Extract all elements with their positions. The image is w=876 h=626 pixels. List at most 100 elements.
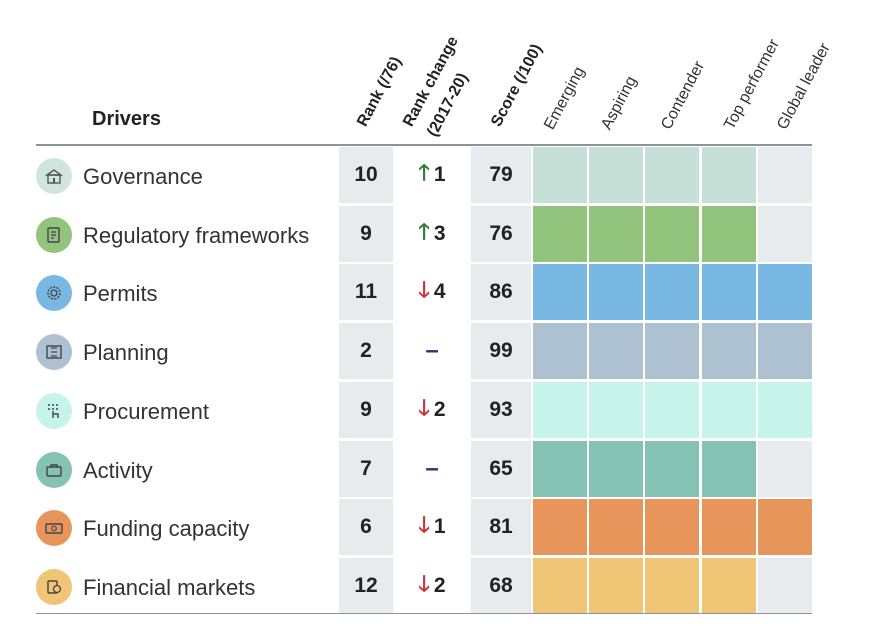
table-row: Financial markets 12 🡓 2 68 [36,557,812,616]
driver-label: Governance [83,164,203,189]
driver-label: Permits [83,281,158,307]
arrow-down-icon: 🡓 [418,512,430,538]
rank-value: 12 [339,557,393,614]
document-icon [36,216,72,253]
stage-cell-filled [701,499,756,556]
score-value: 81 [471,499,531,556]
rank-change: – [397,441,467,497]
score-value: 79 [471,147,531,203]
stage-cell-filled [757,381,812,438]
table-row: Permits 11 🡓 4 86 [36,264,812,322]
column-header-drivers: Drivers [92,108,161,130]
stage-cell-filled [533,557,587,614]
stage-cell-empty [757,440,812,497]
arrow-up-icon: 🡑 [418,160,430,185]
rank-change-value: 1 [433,163,446,186]
stage-cell-filled [645,264,700,321]
rank-change-value: 3 [433,221,446,245]
briefcase-icon [36,451,72,488]
stage-cell-filled [701,557,756,614]
stage-cell-filled [645,323,700,380]
rank-change: 🡓 1 [397,499,467,555]
stage-cell-filled [589,381,644,438]
stage-cell-empty [757,147,812,203]
table-row: Procurement 9 🡓 2 93 [36,381,812,440]
rank-change-value: 2 [433,397,446,421]
driver-label: Procurement [83,398,209,424]
column-header-top-performer: Top performer [721,36,783,133]
stage-cell-filled [645,205,700,262]
driver-label: Funding capacity [83,516,250,542]
stage-cell-filled [757,323,812,380]
stage-cell-filled [533,381,587,438]
table-row: Planning 2 – 99 [36,323,812,381]
arrow-down-icon: 🡓 [418,394,430,420]
stage-cell-filled [533,147,587,203]
column-header-emerging: Emerging [541,64,589,133]
score-value: 65 [471,440,531,497]
column-header-rank: Rank (/76) [354,54,406,130]
table-row: Regulatory frameworks 9 🡑 3 76 [36,205,812,264]
rank-change: 🡓 4 [397,264,467,320]
rank-value: 9 [339,381,393,438]
column-header-score: Score (/100) [488,41,546,130]
arrow-down-icon: 🡓 [418,277,430,303]
rank-value: 2 [339,323,393,380]
rank-value: 9 [339,205,393,262]
building-icon [36,158,72,194]
stage-cell-filled [533,264,587,321]
stage-cell-empty [757,557,812,614]
stage-cell-filled [533,323,587,380]
coins-icon [36,568,72,605]
no-change-dash-icon: – [425,454,439,482]
rank-change-value: 1 [433,515,446,539]
stage-cell-filled [757,499,812,556]
rank-change-value: 2 [433,573,446,597]
arrow-up-icon: 🡑 [418,218,430,244]
column-header-global-leader: Global leader [774,40,834,133]
stage-cell-filled [701,205,756,262]
arrow-down-icon: 🡓 [418,570,430,596]
stage-cell-filled [701,264,756,321]
stage-cell-filled [645,147,700,203]
driver-label: Financial markets [83,574,256,600]
driver-label: Regulatory frameworks [83,222,310,248]
driver-label: Planning [83,340,169,366]
table-row: Funding capacity 6 🡓 1 81 [36,499,812,557]
stage-cell-filled [701,323,756,380]
score-value: 99 [471,323,531,380]
stage-cell-filled [757,264,812,321]
stage-cell-filled [589,264,644,321]
stage-cell-filled [645,557,700,614]
rank-change: 🡓 2 [397,558,467,614]
rank-change-value: 4 [433,280,446,304]
rank-value: 6 [339,499,393,556]
table-row: Activity 7 – 65 [36,440,812,499]
rank-value: 7 [339,440,393,497]
score-value: 93 [471,381,531,438]
stage-cell-filled [645,381,700,438]
stage-cell-filled [645,499,700,556]
stage-cell-filled [533,499,587,556]
rank-value: 11 [339,264,393,321]
rank-change: 🡑 3 [397,206,467,262]
column-header-aspiring: Aspiring [598,73,641,133]
banknote-icon [36,510,72,547]
header-divider [36,144,812,146]
stage-cell-filled [589,147,644,203]
stage-cell-filled [589,205,644,262]
rank-value: 10 [339,147,393,203]
score-value: 86 [471,264,531,321]
stage-cell-filled [533,205,587,262]
stage-cell-filled [533,440,587,497]
rank-change: 🡑 1 [397,147,467,203]
stage-cell-filled [701,440,756,497]
stage-cell-filled [701,381,756,438]
blueprint-icon [36,334,72,371]
no-change-dash-icon: – [425,337,439,365]
column-header-contender: Contender [658,58,709,133]
stage-cell-filled [589,557,644,614]
table-row: Governance 10 🡑 1 79 [36,147,812,205]
score-value: 68 [471,557,531,614]
rank-change: – [397,323,467,379]
